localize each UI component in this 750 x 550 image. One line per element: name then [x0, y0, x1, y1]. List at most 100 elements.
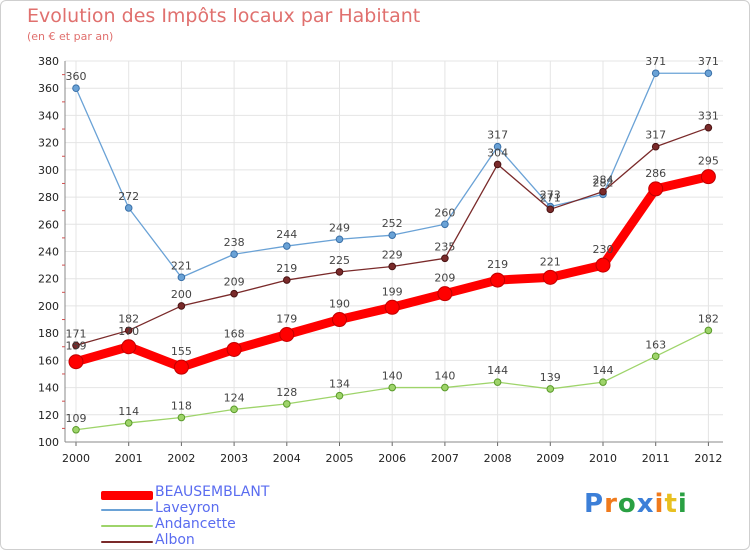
data-label: 304: [487, 146, 508, 159]
data-point: [283, 242, 291, 250]
y-tick-label: 140: [38, 382, 59, 395]
y-tick-label: 100: [38, 436, 59, 449]
data-point: [704, 123, 713, 132]
data-label: 128: [276, 386, 297, 399]
legend-label: BEAUSEMBLANT: [155, 484, 270, 500]
x-tick-label: 2010: [589, 452, 617, 465]
data-point: [177, 302, 186, 310]
data-label: 230: [593, 243, 614, 256]
data-label: 221: [540, 255, 561, 268]
data-point: [490, 272, 506, 288]
data-label: 273: [540, 189, 561, 202]
x-tick-label: 2008: [484, 452, 512, 465]
data-point: [72, 341, 80, 350]
data-point: [441, 220, 449, 229]
data-point: [441, 383, 449, 392]
data-label: 171: [66, 327, 87, 340]
data-label: 260: [434, 206, 455, 219]
logo-letter: o: [617, 489, 637, 519]
proxiti-logo: Proxiti: [584, 489, 688, 519]
data-point: [700, 169, 716, 185]
x-tick-label: 2000: [62, 452, 90, 465]
data-label: 219: [487, 258, 508, 271]
data-point: [437, 286, 453, 302]
data-label: 159: [66, 340, 87, 353]
y-tick-label: 240: [38, 246, 59, 259]
data-point: [651, 352, 660, 361]
data-point: [173, 359, 189, 375]
data-point: [124, 419, 133, 427]
y-tick-label: 220: [38, 273, 59, 286]
data-point: [388, 231, 397, 239]
data-label: 282: [593, 176, 614, 189]
logo-letter: P: [584, 489, 605, 519]
data-point: [335, 391, 344, 400]
data-label: 238: [224, 236, 245, 249]
data-label: 371: [645, 55, 666, 68]
chart-title: Evolution des Impôts locaux par Habitant: [27, 5, 421, 27]
data-point: [599, 187, 607, 196]
data-point: [542, 269, 558, 285]
legend-label: Andancette: [155, 516, 236, 532]
data-point: [493, 378, 502, 386]
x-tick-label: 2002: [167, 452, 195, 465]
data-label: 286: [645, 167, 666, 180]
data-point: [230, 405, 238, 414]
data-label: 182: [698, 312, 719, 325]
data-label: 140: [434, 370, 455, 383]
x-tick-label: 2001: [115, 452, 143, 465]
data-label: 295: [698, 155, 719, 168]
data-point: [177, 413, 186, 422]
data-point: [595, 257, 611, 273]
y-tick-label: 300: [38, 164, 59, 177]
line-chart: 100 120 140 160 180 200 220 240 260 280 300 320 340 3…: [38, 55, 723, 465]
data-label: 200: [171, 288, 192, 301]
data-label: 235: [434, 240, 455, 253]
data-point: [651, 142, 660, 151]
legend-swatch: [101, 509, 153, 511]
data-point: [121, 339, 137, 355]
data-point: [124, 326, 133, 335]
data-label: 252: [382, 217, 403, 230]
data-label: 209: [224, 276, 245, 289]
logo-letter: i: [677, 489, 688, 519]
x-tick-label: 2003: [220, 452, 248, 465]
legend-label: Albon: [155, 532, 195, 548]
data-point: [599, 378, 607, 386]
x-tick-label: 2006: [378, 452, 406, 465]
x-tick-label: 2005: [326, 452, 354, 465]
data-label: 360: [66, 70, 87, 83]
data-point: [124, 204, 133, 212]
data-label: 139: [540, 371, 561, 384]
data-point: [546, 205, 555, 214]
data-point: [493, 142, 502, 151]
data-point: [704, 69, 713, 78]
legend-label: Laveyron: [155, 500, 220, 516]
data-label: 134: [329, 378, 350, 391]
x-tick-label: 2004: [273, 452, 301, 465]
data-point: [68, 354, 84, 370]
y-tick-label: 160: [38, 354, 59, 367]
legend-swatch: [101, 491, 153, 500]
data-label: 190: [329, 298, 350, 311]
data-label: 182: [118, 312, 139, 325]
data-label: 284: [593, 174, 614, 187]
y-tick-label: 380: [38, 55, 59, 68]
y-tick-label: 320: [38, 137, 59, 150]
legend-swatch: [101, 541, 153, 543]
data-point: [648, 181, 664, 197]
logo-letter: t: [664, 489, 678, 519]
data-point: [651, 69, 660, 78]
data-label: 229: [382, 248, 403, 261]
data-point: [388, 262, 397, 271]
data-point: [283, 276, 291, 284]
data-point: [72, 425, 80, 434]
logo-letter: r: [604, 489, 618, 519]
data-point: [384, 299, 400, 315]
y-tick-label: 200: [38, 300, 59, 313]
y-tick-label: 260: [38, 218, 59, 231]
data-label: 168: [224, 327, 245, 340]
data-label: 272: [118, 190, 139, 203]
data-point: [230, 289, 238, 298]
